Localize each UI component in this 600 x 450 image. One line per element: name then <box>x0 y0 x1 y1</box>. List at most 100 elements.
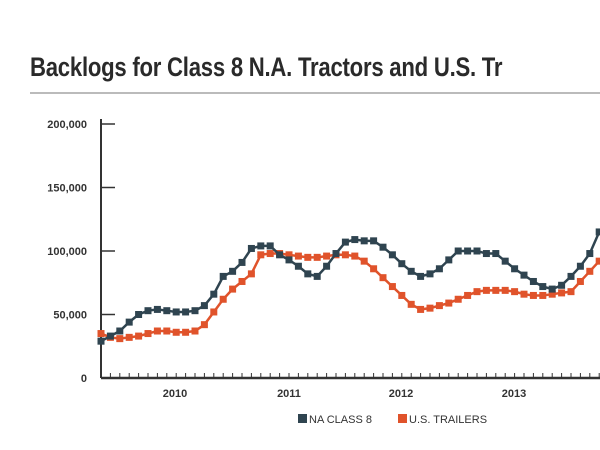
data-point <box>398 260 406 268</box>
data-point <box>257 251 265 259</box>
data-point <box>464 247 472 255</box>
data-point <box>144 307 152 315</box>
data-point <box>360 237 368 245</box>
y-tick-label: 100,000 <box>47 246 87 258</box>
data-point <box>407 300 415 308</box>
x-tick-label: 2011 <box>277 388 301 400</box>
data-point <box>341 238 349 246</box>
data-point <box>341 251 349 259</box>
data-point <box>323 252 331 260</box>
y-tick-label: 200,000 <box>47 119 87 131</box>
data-point <box>558 281 566 289</box>
data-point <box>492 250 500 258</box>
title-divider <box>30 92 600 94</box>
data-point <box>539 291 547 299</box>
data-point <box>313 253 321 261</box>
legend-swatch <box>398 414 407 423</box>
y-tick-label: 50,000 <box>53 310 87 322</box>
chart-title: Backlogs for Class 8 N.A. Tractors and U… <box>30 52 503 82</box>
data-point <box>511 288 519 296</box>
data-point <box>125 333 133 341</box>
data-point <box>257 242 265 250</box>
data-point <box>482 286 490 294</box>
data-point <box>219 272 227 280</box>
data-point <box>379 274 387 282</box>
data-point <box>106 332 114 340</box>
series-line <box>100 231 600 343</box>
data-point <box>464 291 472 299</box>
data-point <box>191 327 199 335</box>
data-point <box>304 270 312 278</box>
data-point <box>595 257 600 265</box>
data-point <box>567 272 575 280</box>
y-tick-label: 150,000 <box>47 183 87 195</box>
legend-swatch <box>298 414 307 423</box>
data-point <box>388 283 396 291</box>
data-point <box>210 290 218 298</box>
x-tick-label: 2012 <box>389 388 413 400</box>
legend-label: U.S. TRAILERS <box>409 414 487 426</box>
data-point <box>511 265 519 273</box>
data-point <box>97 330 105 338</box>
data-point <box>426 270 434 278</box>
data-point <box>520 290 528 298</box>
data-point <box>351 252 359 260</box>
data-point <box>210 308 218 316</box>
data-point <box>360 257 368 265</box>
data-point <box>473 288 481 296</box>
data-point <box>454 295 462 303</box>
data-point <box>501 257 509 265</box>
data-point <box>172 328 180 336</box>
data-point <box>473 247 481 255</box>
data-point <box>182 328 190 336</box>
data-point <box>548 285 556 293</box>
data-point <box>238 277 246 285</box>
x-tick-label: 2010 <box>163 388 187 400</box>
x-tick-label: 2013 <box>502 388 526 400</box>
data-point <box>266 242 274 250</box>
data-point <box>417 305 425 313</box>
data-point <box>229 285 237 293</box>
data-point <box>304 253 312 261</box>
data-point <box>182 308 190 316</box>
data-point <box>247 244 255 252</box>
data-point <box>586 250 594 258</box>
data-point <box>144 330 152 338</box>
data-point <box>435 302 443 310</box>
data-point <box>398 291 406 299</box>
data-point <box>576 262 584 270</box>
data-point <box>529 277 537 285</box>
data-point <box>370 237 378 245</box>
data-point <box>417 272 425 280</box>
data-point <box>576 277 584 285</box>
data-point <box>285 251 293 259</box>
data-point <box>558 289 566 297</box>
data-point <box>294 262 302 270</box>
data-point <box>501 286 509 294</box>
data-point <box>548 290 556 298</box>
data-point <box>238 258 246 266</box>
data-point <box>97 337 105 345</box>
data-point <box>520 271 528 279</box>
data-point <box>200 302 208 310</box>
data-point <box>285 256 293 264</box>
y-tick-label: 0 <box>81 373 87 385</box>
data-point <box>229 267 237 275</box>
data-point <box>370 265 378 273</box>
data-point <box>247 270 255 278</box>
data-point <box>454 247 462 255</box>
data-point <box>567 288 575 296</box>
data-point <box>379 243 387 251</box>
data-point <box>492 286 500 294</box>
data-point <box>595 228 600 236</box>
data-point <box>539 283 547 291</box>
data-point <box>407 267 415 275</box>
data-point <box>313 272 321 280</box>
data-point <box>294 252 302 260</box>
data-point <box>116 335 124 343</box>
data-point <box>586 267 594 275</box>
data-point <box>163 327 171 335</box>
data-point <box>125 318 133 326</box>
data-point <box>445 299 453 307</box>
